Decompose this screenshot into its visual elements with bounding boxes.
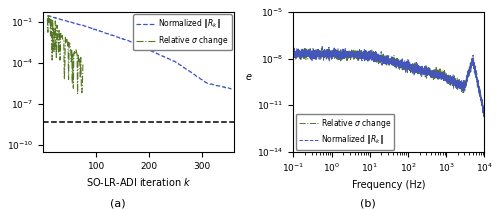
Relative $\sigma$ change — [482, 116, 488, 119]
Legend: Relative $\sigma$ change, Normalized $\|R_k\|$: Relative $\sigma$ change, Normalized $\|… — [296, 114, 394, 150]
Relative $\sigma$ change — [73, 48, 79, 51]
Normalized $\|R_k\|$ — [228, 88, 234, 90]
X-axis label: SO-LR-ADI iteration $k$: SO-LR-ADI iteration $k$ — [86, 176, 192, 188]
Relative $\sigma$ change — [332, 47, 338, 50]
Legend: Normalized $\|R_k\|$, Relative $\sigma$ change: Normalized $\|R_k\|$, Relative $\sigma$ … — [133, 14, 232, 50]
Normalized $\|R_k\|$ — [132, 42, 138, 45]
Relative $\sigma$ change — [324, 52, 330, 54]
Text: (b): (b) — [360, 199, 376, 209]
Normalized $\|R_k\|$ — [372, 54, 378, 56]
Normalized $\|R_k\|$ — [102, 32, 108, 34]
Relative $\sigma$ change — [364, 55, 370, 57]
Normalized $\|R_k\|$ — [320, 44, 326, 47]
Line: Normalized $\|R_k\|$: Normalized $\|R_k\|$ — [48, 15, 232, 89]
Normalized $\|R_k\|$ — [482, 118, 488, 120]
Normalized $\|R_k\|$ — [110, 34, 116, 37]
Relative $\sigma$ change — [312, 51, 318, 54]
Normalized $\|R_k\|$ — [228, 87, 234, 90]
Relative $\sigma$ change — [46, 15, 52, 17]
Line: Relative $\sigma$ change: Relative $\sigma$ change — [294, 48, 484, 117]
Normalized $\|R_k\|$ — [44, 14, 51, 17]
Relative $\sigma$ change — [70, 87, 76, 89]
Relative $\sigma$ change — [290, 53, 296, 55]
Normalized $\|R_k\|$ — [457, 84, 463, 86]
Y-axis label: $e$: $e$ — [245, 72, 253, 82]
Normalized $\|R_k\|$ — [364, 57, 370, 60]
Line: Normalized $\|R_k\|$: Normalized $\|R_k\|$ — [294, 46, 484, 119]
Normalized $\|R_k\|$ — [143, 47, 149, 50]
Relative $\sigma$ change — [44, 17, 51, 19]
X-axis label: Frequency (Hz): Frequency (Hz) — [352, 180, 426, 190]
Relative $\sigma$ change — [372, 55, 378, 57]
Relative $\sigma$ change — [80, 63, 86, 66]
Relative $\sigma$ change — [77, 75, 83, 78]
Line: Relative $\sigma$ change: Relative $\sigma$ change — [48, 16, 83, 94]
Relative $\sigma$ change — [478, 98, 484, 101]
Relative $\sigma$ change — [74, 92, 80, 95]
Relative $\sigma$ change — [68, 49, 74, 52]
Normalized $\|R_k\|$ — [324, 52, 330, 55]
Normalized $\|R_k\|$ — [290, 55, 296, 57]
Relative $\sigma$ change — [78, 56, 84, 59]
Normalized $\|R_k\|$ — [94, 29, 100, 31]
Normalized $\|R_k\|$ — [168, 59, 174, 61]
Relative $\sigma$ change — [76, 59, 82, 62]
Text: (a): (a) — [110, 199, 126, 209]
Relative $\sigma$ change — [457, 88, 463, 90]
Normalized $\|R_k\|$ — [478, 99, 484, 102]
Normalized $\|R_k\|$ — [312, 50, 318, 52]
